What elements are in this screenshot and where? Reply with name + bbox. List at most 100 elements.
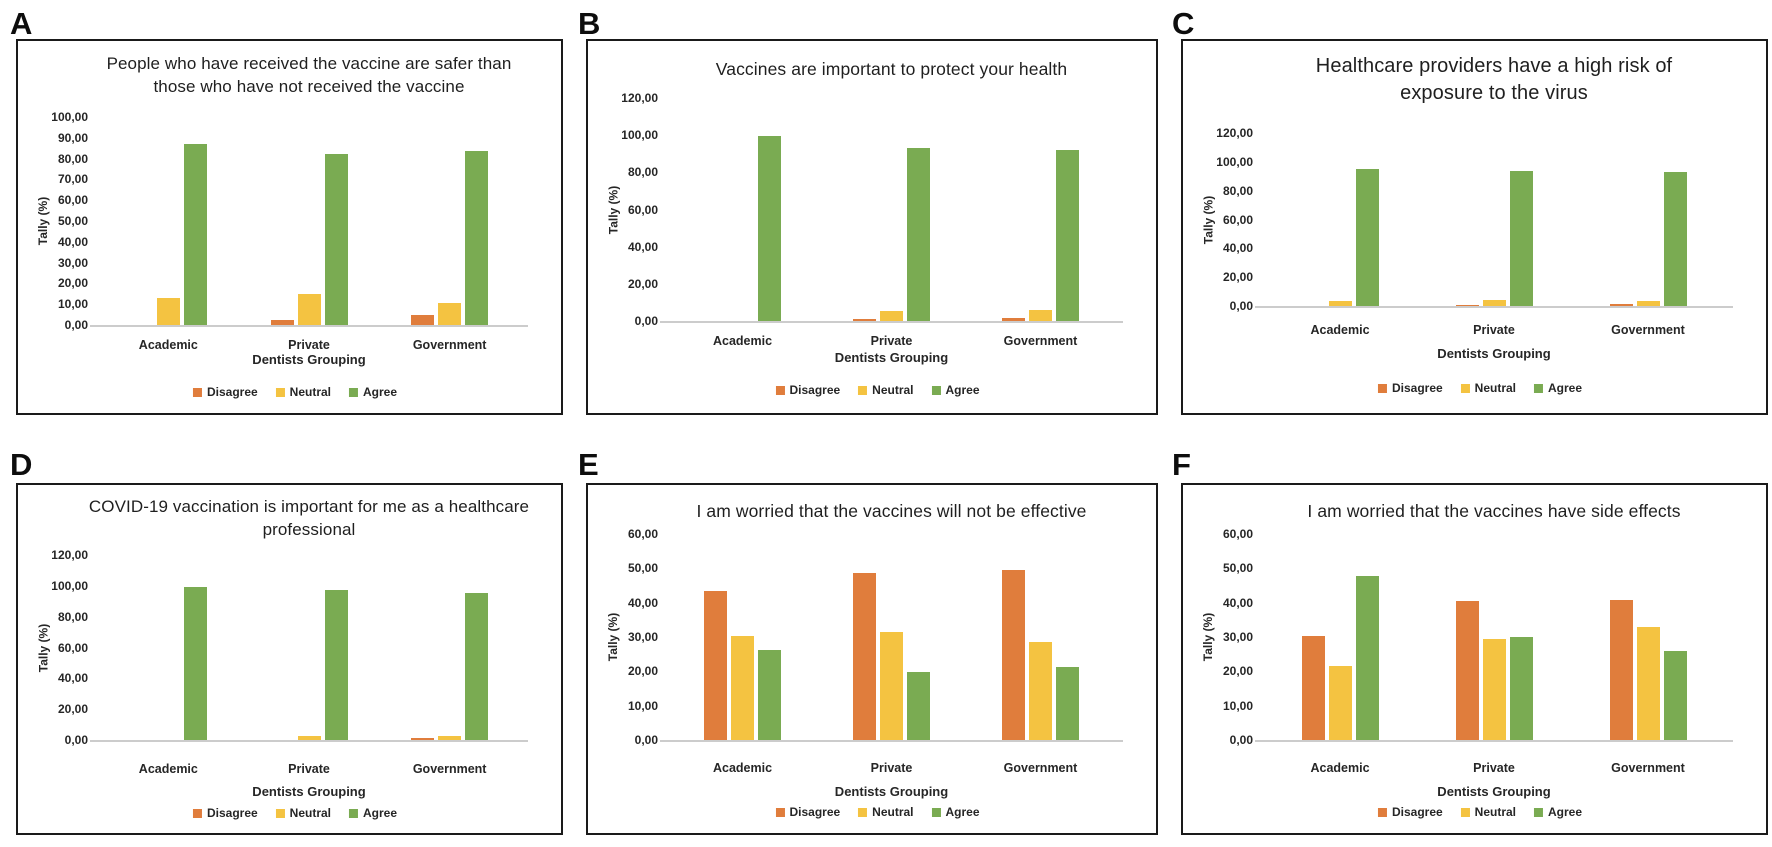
bar-government-agree [1663,171,1687,306]
panel-title-line: Healthcare providers have a high risk of [1315,55,1673,77]
y-tick-label: 0,00 [634,733,658,747]
y-tick-label: 90,00 [57,130,88,145]
chart-panel-b: Vaccines are important to protect your h… [586,39,1158,415]
x-axis-baseline [660,321,1123,323]
panel-letter-d: D [10,447,33,482]
y-tick-label: 30,00 [57,255,88,270]
legend-swatch-agree [1534,383,1544,393]
panel-title-line: professional [262,519,356,539]
y-tick-label: 0,00 [64,733,88,747]
y-axis-title: Tally (%) [36,196,50,246]
panel-letter-c: C [1172,6,1195,41]
y-tick-label: 0,00 [634,314,658,328]
panel-title: I am worried that the vaccines will not … [638,500,1145,524]
bar-private-disagree [270,320,294,325]
legend-item-neutral: Neutral [275,385,331,399]
legend-swatch-agree [349,387,359,397]
y-tick-label: 120,00 [621,91,658,105]
legend-swatch-disagree [192,808,202,818]
legend-item-neutral: Neutral [275,806,332,820]
y-tick-label: 40,00 [57,234,88,249]
y-tick-label: 100,00 [621,128,658,143]
panel-title-line: Vaccines are important to protect your h… [715,59,1068,79]
category-label: Private [870,334,913,348]
y-tick-label: 20,00 [57,702,88,717]
legend-swatch-neutral [275,808,285,818]
y-tick-label: 80,00 [57,151,88,166]
y-tick-label: 60,00 [1222,212,1253,227]
x-axis-title: Dentists Grouping [252,352,366,367]
bar-academic-agree [1355,169,1379,306]
y-tick-label: 70,00 [57,172,88,187]
y-tick-label: 80,00 [57,609,88,624]
y-tick-label: 50,00 [1222,561,1253,576]
category-label: Academic [1310,761,1370,775]
bar-private-agree [324,590,348,740]
chart-panel-e: I am worried that the vaccines will not … [586,483,1158,835]
legend-label: Disagree [789,383,841,397]
bar-private-agree [1509,636,1533,740]
y-axis-title: Tally (%) [1201,195,1215,244]
y-tick-label: 40,00 [1222,241,1253,256]
category-label: Government [412,338,487,352]
bar-private-agree [1509,171,1533,306]
category-label: Academic [1310,323,1370,337]
legend-label: Disagree [1391,381,1443,395]
chart-legend: Disagree Neutral Agree [775,805,980,819]
bar-government-disagree [1002,318,1025,321]
panel-title: Healthcare providers have a high risk of… [1233,53,1755,107]
legend-item-neutral: Neutral [858,383,914,397]
legend-swatch-disagree [1377,383,1387,393]
bar-private-agree [907,672,930,740]
x-axis-baseline [660,740,1123,742]
bar-government-agree [1663,651,1687,740]
panel-title-line: I am worried that the vaccines have side… [1307,501,1681,521]
legend-label: Neutral [289,806,332,820]
panel-title-line: exposure to the virus [1400,82,1588,104]
chart-panel-f: I am worried that the vaccines have side… [1181,483,1768,835]
category-label: Government [412,762,487,776]
y-tick-label: 20,00 [1222,664,1253,679]
y-tick-label: 10,00 [57,297,88,312]
x-axis-title: Dentists Grouping [1437,346,1551,361]
legend-swatch-agree [931,385,941,395]
category-label: Private [288,338,330,352]
category-label: Academic [712,334,773,348]
y-tick-label: 40,00 [627,239,658,254]
legend-label: Agree [1548,381,1583,395]
y-tick-label: 40,00 [57,671,88,686]
panel-letter-e: E [578,447,599,482]
legend-swatch-disagree [775,807,785,817]
y-tick-label: 10,00 [1222,698,1253,713]
bar-private-neutral [1482,639,1506,740]
bar-academic-disagree [1301,635,1325,740]
bar-academic-agree [183,144,207,325]
legend-item-neutral: Neutral [1460,381,1517,395]
y-tick-label: 0,00 [1229,299,1253,313]
y-tick-label: 30,00 [627,630,658,644]
bar-government-disagree [411,315,435,325]
category-label: Academic [138,338,198,352]
panel-title: COVID-19 vaccination is important for me… [68,496,550,542]
category-label: Government [1003,334,1078,348]
y-tick-label: 60,00 [627,202,658,217]
legend-item-disagree: Disagree [1377,805,1443,819]
category-label: Government [1003,761,1078,775]
category-label: Government [1611,761,1685,775]
bar-government-disagree [411,738,435,740]
bar-academic-agree [1355,575,1379,740]
bar-private-agree [907,147,930,321]
y-axis-title: Tally (%) [1201,612,1215,662]
y-tick-label: 10,00 [627,698,658,713]
y-tick-label: 120,00 [1216,126,1253,140]
bar-government-disagree [1609,303,1633,306]
bar-government-neutral [1029,310,1052,321]
chart-legend: Disagree Neutral Agree [192,806,397,820]
chart-legend: Disagree Neutral Agree [775,383,980,397]
bar-academic-neutral [1328,300,1352,306]
y-axis-title: Tally (%) [36,623,50,672]
x-axis-title: Dentists Grouping [834,350,949,365]
bar-academic-disagree [704,590,727,740]
bar-government-agree [1056,150,1079,321]
legend-label: Neutral [1474,381,1517,395]
